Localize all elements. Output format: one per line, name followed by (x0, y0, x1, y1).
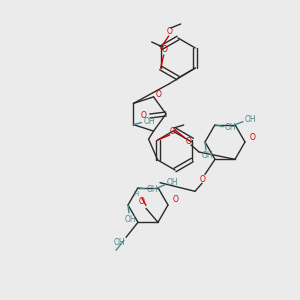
Text: O: O (186, 137, 192, 146)
Text: O: O (250, 133, 256, 142)
Text: O: O (170, 127, 176, 136)
Text: OH: OH (146, 185, 158, 194)
Text: OH: OH (144, 117, 155, 126)
Text: OH: OH (113, 238, 125, 247)
Text: O: O (139, 197, 145, 206)
Text: O: O (162, 46, 168, 55)
Text: OH: OH (166, 178, 178, 187)
Text: O: O (173, 196, 179, 205)
Text: OH: OH (124, 214, 136, 224)
Text: H: H (134, 191, 139, 197)
Text: O: O (156, 90, 161, 99)
Text: OH: OH (224, 123, 236, 132)
Text: OH: OH (244, 115, 256, 124)
Text: O: O (141, 112, 147, 121)
Text: O: O (167, 26, 172, 35)
Text: OH: OH (201, 152, 213, 160)
Text: O: O (200, 175, 206, 184)
